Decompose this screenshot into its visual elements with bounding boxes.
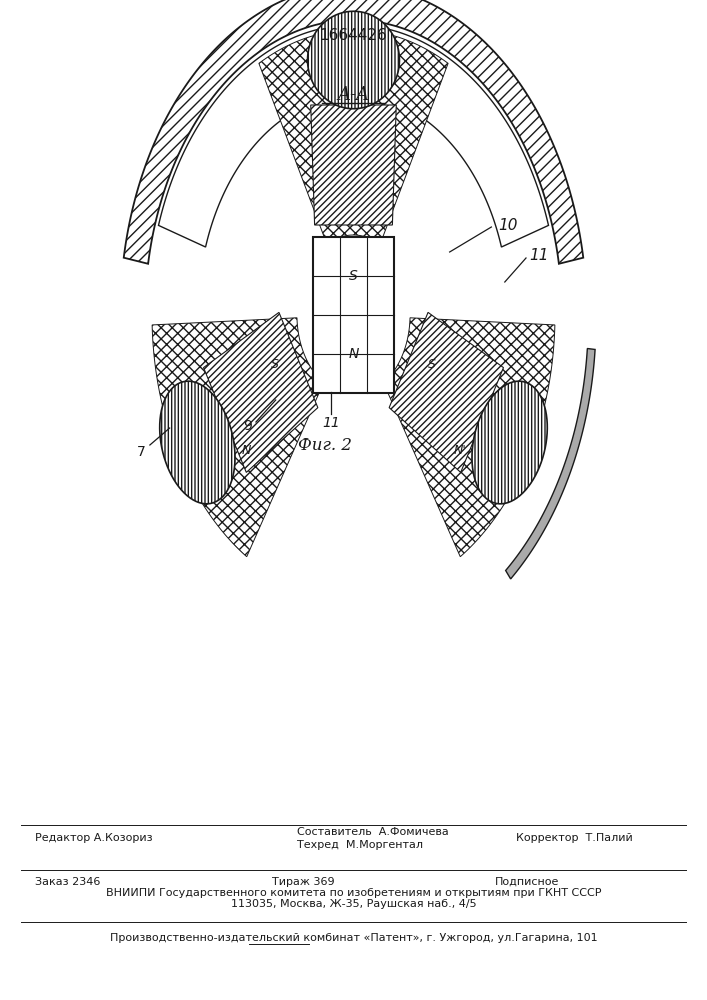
Text: N: N bbox=[242, 444, 252, 456]
Text: 11: 11 bbox=[322, 416, 340, 430]
Text: Заказ 2346: Заказ 2346 bbox=[35, 877, 100, 887]
Bar bbox=[312, 237, 394, 392]
Text: Редактор А.Козориз: Редактор А.Козориз bbox=[35, 833, 153, 843]
Text: 10: 10 bbox=[498, 218, 518, 232]
Polygon shape bbox=[308, 11, 399, 109]
Text: ВНИИПИ Государственного комитета по изобретениям и открытиям при ГКНТ СССР: ВНИИПИ Государственного комитета по изоб… bbox=[106, 888, 601, 898]
Text: S: S bbox=[428, 359, 436, 371]
Polygon shape bbox=[506, 348, 595, 579]
Polygon shape bbox=[152, 318, 324, 557]
Polygon shape bbox=[158, 25, 549, 247]
Text: N: N bbox=[349, 347, 358, 361]
Polygon shape bbox=[310, 105, 396, 225]
Text: 113035, Москва, Ж-35, Раушская наб., 4/5: 113035, Москва, Ж-35, Раушская наб., 4/5 bbox=[230, 899, 477, 909]
Text: 9: 9 bbox=[243, 419, 252, 433]
Polygon shape bbox=[259, 30, 448, 244]
Polygon shape bbox=[160, 381, 235, 504]
Text: Фиг. 2: Фиг. 2 bbox=[298, 438, 352, 454]
Polygon shape bbox=[472, 381, 547, 504]
Polygon shape bbox=[389, 312, 503, 472]
Text: S: S bbox=[271, 358, 279, 371]
Text: Корректор  Т.Палий: Корректор Т.Палий bbox=[516, 833, 633, 843]
Text: Тираж 369: Тираж 369 bbox=[272, 877, 335, 887]
Polygon shape bbox=[383, 318, 555, 557]
Text: 1664426: 1664426 bbox=[320, 27, 387, 42]
Polygon shape bbox=[124, 0, 583, 264]
Text: Производственно-издательский комбинат «Патент», г. Ужгород, ул.Гагарина, 101: Производственно-издательский комбинат «П… bbox=[110, 933, 597, 943]
Text: Подписное: Подписное bbox=[495, 877, 559, 887]
Polygon shape bbox=[204, 312, 318, 472]
Text: N': N' bbox=[454, 444, 467, 457]
Text: Составитель  А.Фомичева: Составитель А.Фомичева bbox=[297, 827, 449, 837]
Text: 7: 7 bbox=[137, 445, 146, 459]
Text: 11: 11 bbox=[529, 247, 549, 262]
Text: S: S bbox=[349, 269, 358, 283]
Text: Техред  М.Моргентал: Техред М.Моргентал bbox=[297, 840, 423, 850]
Text: A-A: A-A bbox=[337, 86, 370, 104]
